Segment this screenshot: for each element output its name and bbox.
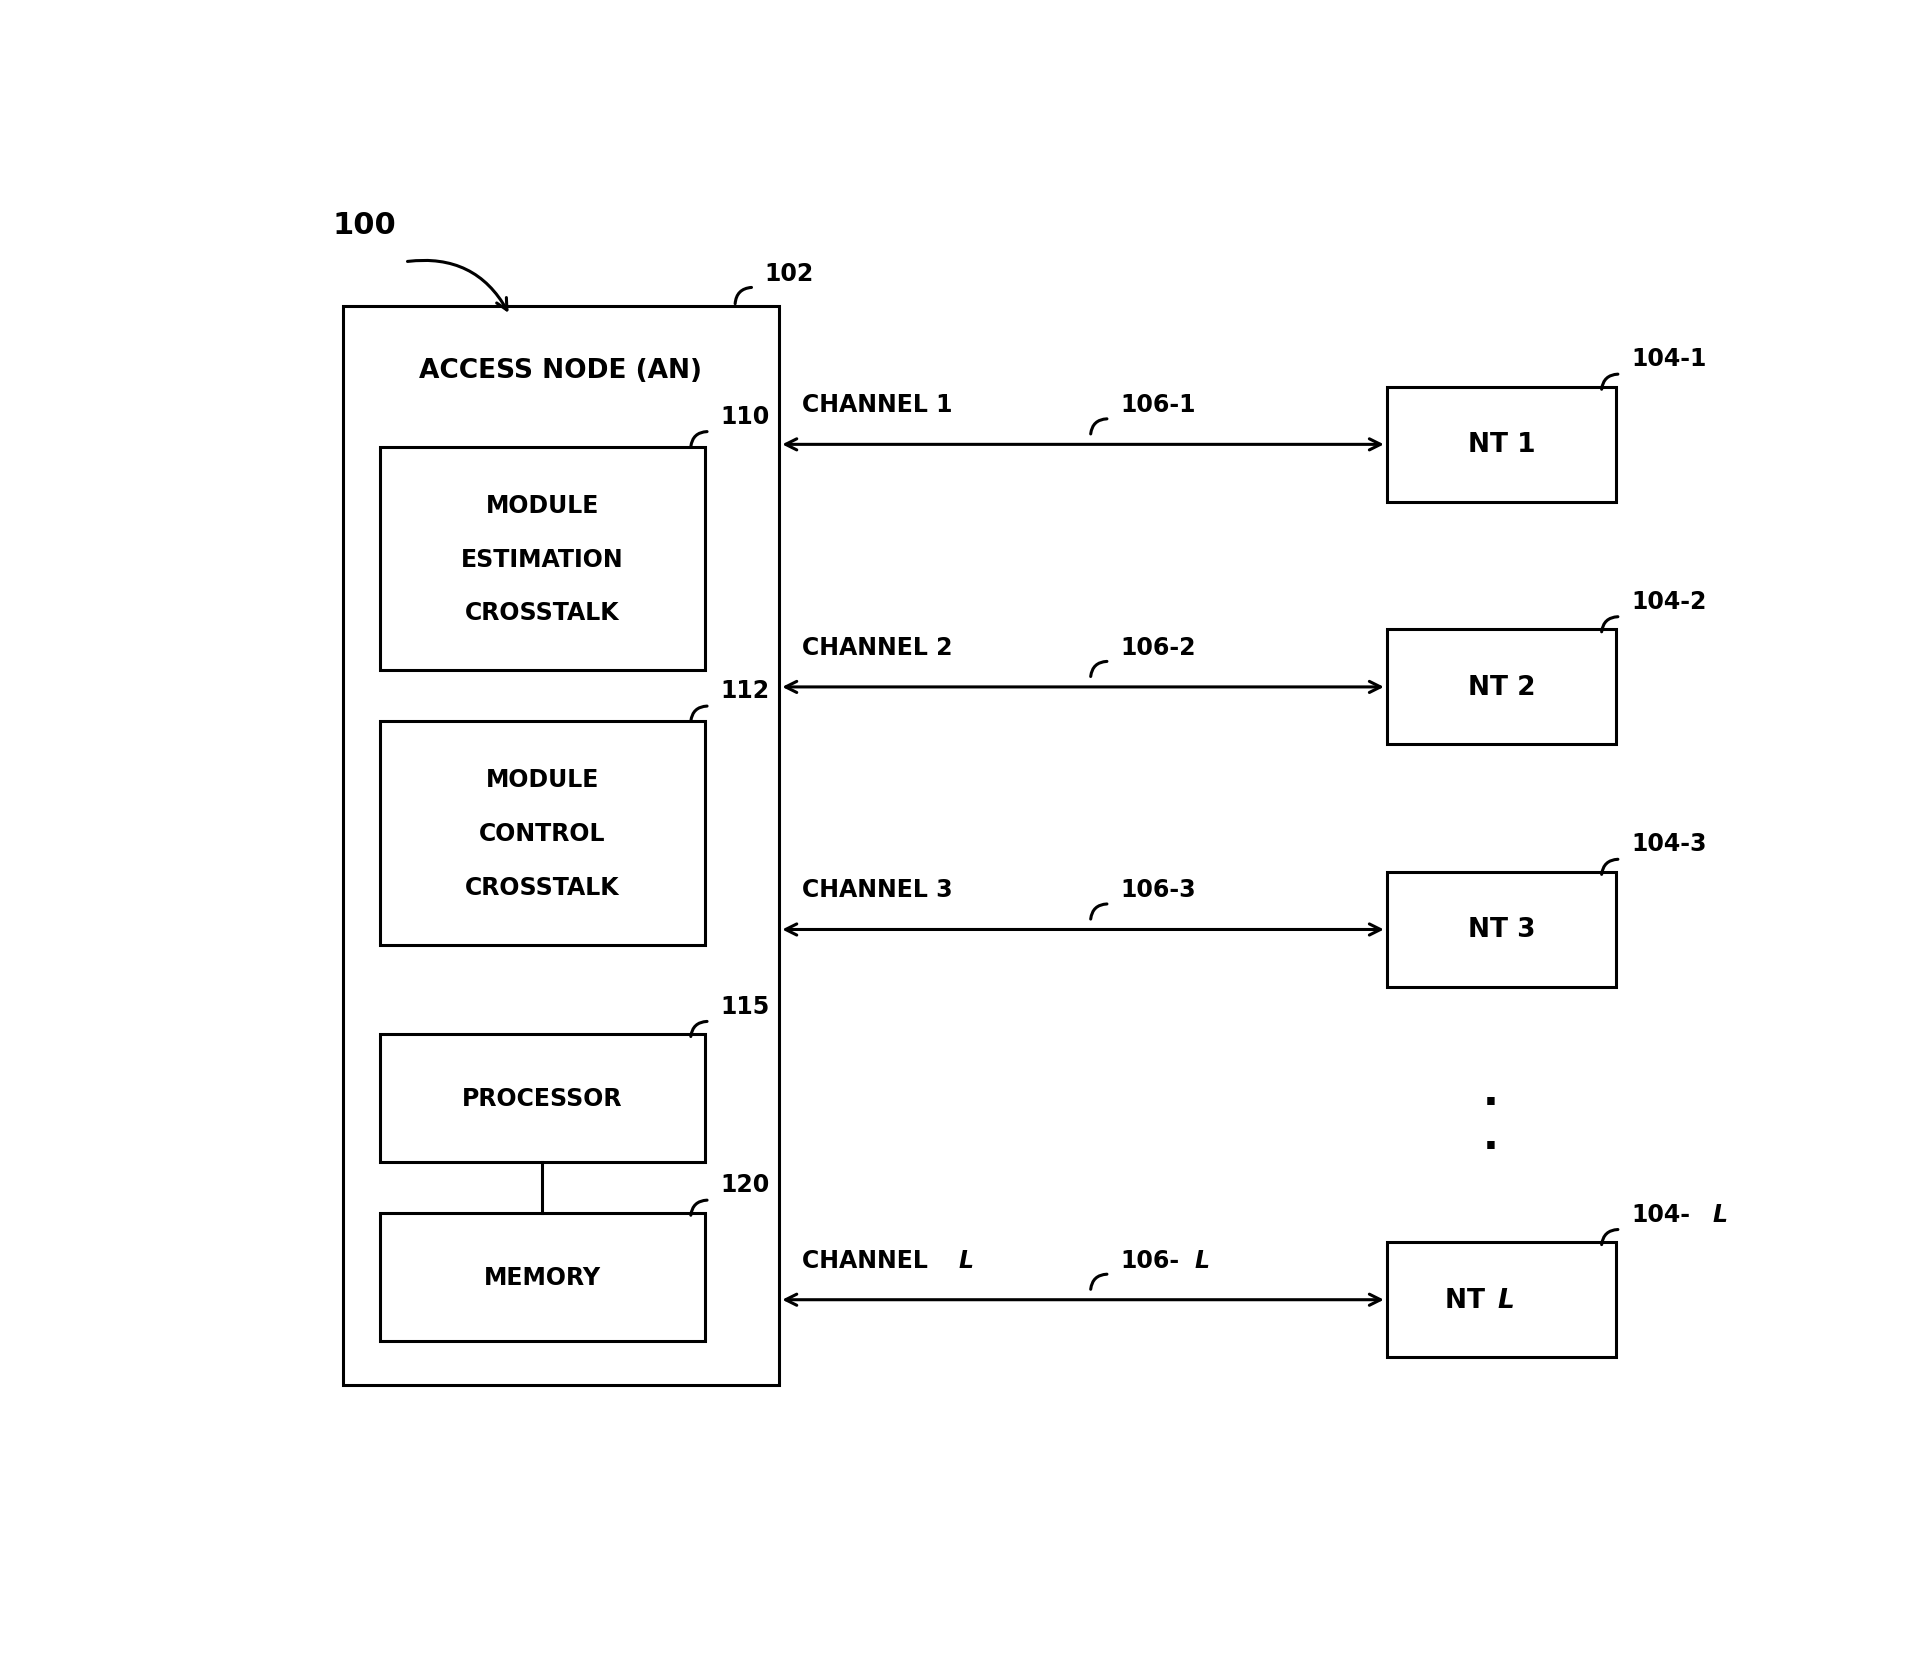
Bar <box>1387 873 1617 988</box>
Text: 104-1: 104-1 <box>1632 346 1707 371</box>
Text: NT 2: NT 2 <box>1468 674 1535 701</box>
Text: 110: 110 <box>720 404 770 429</box>
Text: L: L <box>1496 1287 1514 1312</box>
Text: CONTROL: CONTROL <box>480 822 606 845</box>
Bar <box>1387 388 1617 502</box>
Text: 104-3: 104-3 <box>1632 832 1707 857</box>
Bar <box>380 722 705 944</box>
Text: PROCESSOR: PROCESSOR <box>462 1087 623 1110</box>
Text: CROSSTALK: CROSSTALK <box>464 875 619 900</box>
Text: NT 3: NT 3 <box>1468 916 1535 943</box>
Text: L: L <box>1194 1248 1210 1273</box>
Text: 120: 120 <box>720 1173 770 1196</box>
Text: 106-1: 106-1 <box>1120 393 1196 418</box>
Text: MODULE: MODULE <box>485 494 600 517</box>
Text: 102: 102 <box>764 262 814 285</box>
Text: NT: NT <box>1445 1287 1494 1312</box>
Text: 106-2: 106-2 <box>1120 635 1196 659</box>
Text: MODULE: MODULE <box>485 767 600 792</box>
Text: MEMORY: MEMORY <box>483 1264 602 1289</box>
Text: L: L <box>959 1248 973 1273</box>
Bar <box>380 447 705 671</box>
Bar <box>380 1213 705 1341</box>
Text: ACCESS NODE (AN): ACCESS NODE (AN) <box>420 358 703 384</box>
Text: 106-3: 106-3 <box>1120 878 1196 901</box>
Text: NT 1: NT 1 <box>1468 432 1535 457</box>
Bar <box>1387 630 1617 746</box>
Text: 100: 100 <box>333 210 396 240</box>
Bar <box>1387 1243 1617 1357</box>
Text: 104-2: 104-2 <box>1632 590 1707 613</box>
Text: .: . <box>1483 1115 1498 1158</box>
Bar <box>380 1034 705 1162</box>
Text: CHANNEL: CHANNEL <box>803 1248 936 1273</box>
Text: 115: 115 <box>720 994 770 1017</box>
Text: CHANNEL 3: CHANNEL 3 <box>803 878 952 901</box>
Text: CHANNEL 1: CHANNEL 1 <box>803 393 952 418</box>
Text: CHANNEL 2: CHANNEL 2 <box>803 635 952 659</box>
Text: .: . <box>1483 1070 1498 1114</box>
Text: ESTIMATION: ESTIMATION <box>461 547 623 572</box>
Text: 106-: 106- <box>1120 1248 1179 1273</box>
Text: CROSSTALK: CROSSTALK <box>464 601 619 625</box>
Text: 104-: 104- <box>1632 1201 1689 1226</box>
Bar <box>342 307 780 1385</box>
Text: L: L <box>1712 1201 1728 1226</box>
Text: 112: 112 <box>720 679 770 703</box>
